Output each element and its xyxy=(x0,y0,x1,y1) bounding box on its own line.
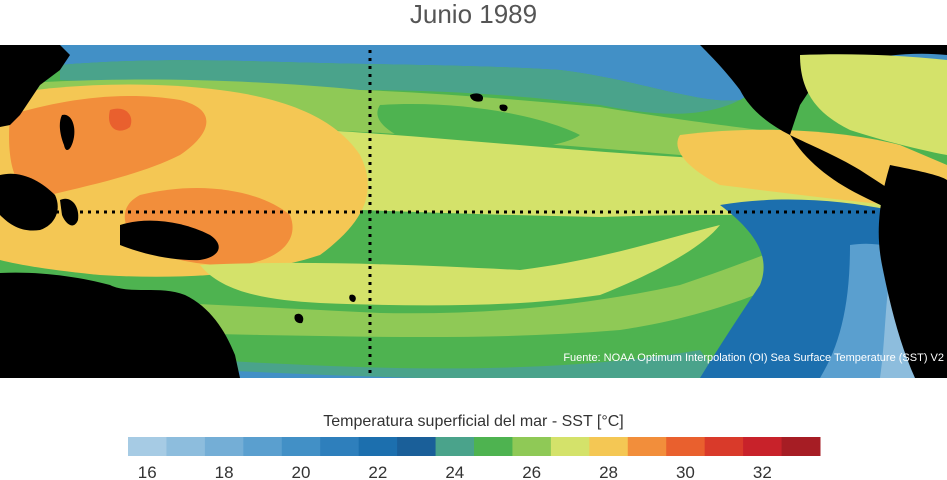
colorbar-tick-label: 26 xyxy=(522,463,541,480)
fiji-islands xyxy=(294,294,356,324)
source-note: Fuente: NOAA Optimum Interpolation (OI) … xyxy=(563,352,944,364)
south-yellow-band xyxy=(200,225,720,306)
caribbean-sea xyxy=(800,54,947,155)
colorbar-swatch xyxy=(243,437,283,456)
colorbar-swatch xyxy=(666,437,706,456)
colorbar-swatch xyxy=(397,437,437,456)
colorbar-swatch xyxy=(550,437,590,456)
borneo-indonesia-landmass xyxy=(0,173,58,231)
south-america-landmass xyxy=(878,165,947,378)
hawaii-islands xyxy=(470,93,508,112)
colorbar-ticks: 16 18 20 22 24 26 28 30 32 xyxy=(138,463,772,480)
map-title: Junio 1989 xyxy=(409,0,538,29)
philippines-landmass xyxy=(59,114,75,151)
colorbar-swatch xyxy=(358,437,398,456)
colorbar-swatch xyxy=(166,437,206,456)
colorbar: 16 18 20 22 24 26 28 30 32 xyxy=(128,437,821,480)
colorbar-tick-label: 22 xyxy=(368,463,387,480)
australia-landmass xyxy=(0,272,240,378)
colorbar-swatch xyxy=(320,437,360,456)
north-america-landmass xyxy=(700,45,947,135)
north-cold-band xyxy=(0,45,947,101)
colorbar-swatch xyxy=(512,437,552,456)
colorbar-tick-label: 16 xyxy=(138,463,157,480)
colorbar-swatch xyxy=(743,437,783,456)
colorbar-tick-label: 18 xyxy=(215,463,234,480)
sulawesi-landmass xyxy=(60,198,79,226)
colorbar-tick-label: 24 xyxy=(445,463,464,480)
colorbar-swatches xyxy=(128,437,821,456)
south-light-green xyxy=(0,225,860,338)
colorbar-swatch xyxy=(204,437,244,456)
colorbar-tick-label: 28 xyxy=(599,463,618,480)
colorbar-swatch xyxy=(474,437,513,456)
colorbar-swatch xyxy=(281,437,321,456)
colorbar-swatch xyxy=(435,437,475,456)
colorbar-swatch xyxy=(781,437,821,456)
asia-landmass xyxy=(0,45,70,127)
west-hot-core xyxy=(9,95,207,196)
colorbar-swatch xyxy=(128,437,167,456)
colorbar-swatch xyxy=(627,437,667,456)
hot-spot xyxy=(109,108,132,131)
colorbar-swatch xyxy=(589,437,629,456)
new-guinea-landmass xyxy=(120,220,219,261)
colorbar-tick-label: 32 xyxy=(753,463,772,480)
colorbar-label: Temperatura superficial del mar - SST [°… xyxy=(323,413,624,430)
colorbar-swatch xyxy=(704,437,744,456)
colorbar-tick-label: 30 xyxy=(676,463,695,480)
north-teal-band xyxy=(60,60,740,114)
sst-map: Fuente: NOAA Optimum Interpolation (OI) … xyxy=(0,45,947,378)
colorbar-tick-label: 20 xyxy=(292,463,311,480)
